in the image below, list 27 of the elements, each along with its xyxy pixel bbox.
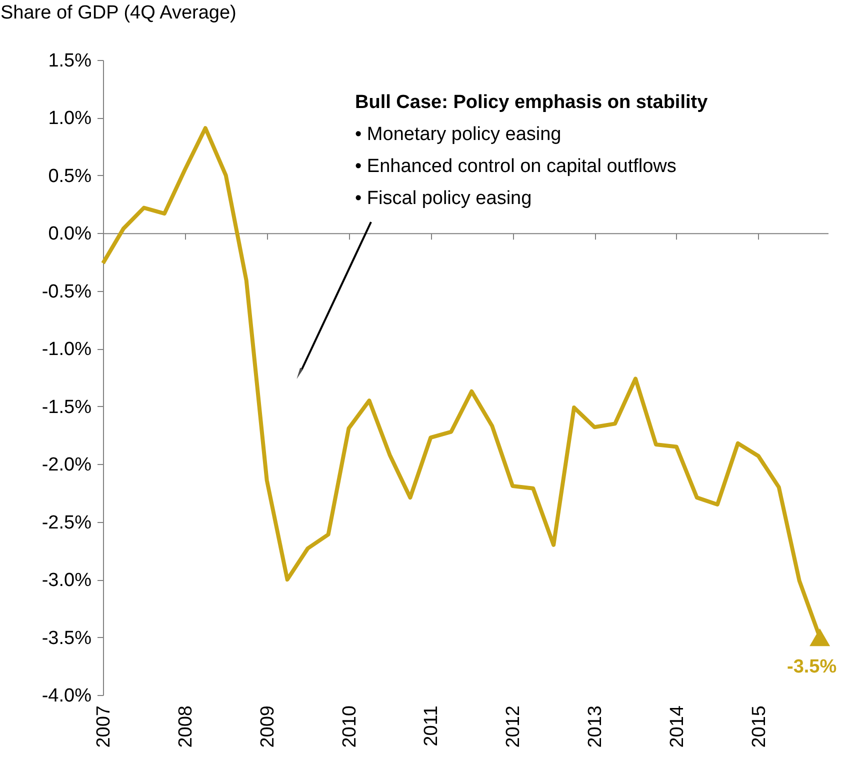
x-tick-label: 2008 (175, 706, 196, 748)
x-tick-label: 2009 (257, 706, 278, 748)
y-tick-label: -4.0% (42, 686, 92, 706)
annotation: • Enhanced control on capital outflows (355, 156, 676, 177)
annotation: • Monetary policy easing (355, 124, 562, 145)
annotation: • Fiscal policy easing (355, 188, 532, 209)
y-tick-label: -2.5% (42, 512, 92, 534)
annotation: Bull Case: Policy emphasis on stability (355, 92, 708, 113)
y-axis-title: Share of GDP (4Q Average) (0, 2, 236, 24)
y-tick-label: -1.5% (42, 396, 92, 418)
y-tick-label: 1.5% (48, 50, 92, 72)
y-tick-label: 1.0% (48, 108, 92, 130)
x-tick-label: 2010 (339, 706, 360, 748)
x-tick-label: 2014 (666, 705, 688, 748)
y-tick-label: 0.0% (48, 224, 92, 245)
y-tick-label: -3.5% (42, 628, 92, 649)
annotation: -3.5% (786, 656, 837, 678)
x-tick-label: 2007 (94, 706, 114, 748)
x-tick-label: 2011 (421, 706, 442, 746)
y-tick-label: -2.0% (42, 454, 92, 476)
y-tick-label: -3.0% (42, 570, 92, 592)
x-tick-label: 2013 (585, 706, 606, 748)
y-tick-label: 0.5% (48, 166, 92, 187)
y-tick-label: -1.0% (42, 339, 92, 360)
y-tick-label: -0.5% (42, 281, 92, 302)
x-tick-label: 2012 (503, 706, 524, 748)
x-tick-label: 2015 (748, 706, 770, 748)
